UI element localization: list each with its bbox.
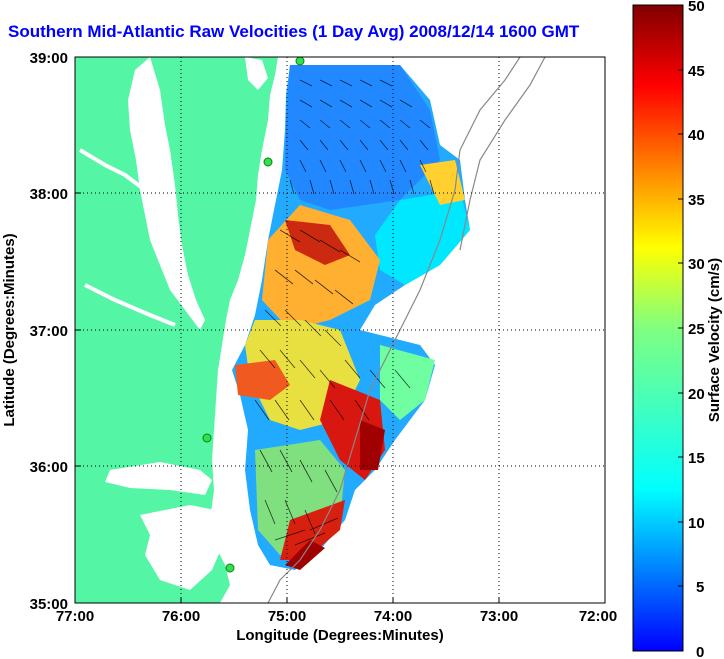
y-tick-label: 38:00 xyxy=(30,186,68,203)
albemarle-sound xyxy=(105,462,212,495)
x-tick-label: 76:00 xyxy=(162,608,200,625)
colorbar-tick-label: 30 xyxy=(688,256,705,273)
colorbar-label: Surface Velocity (cm/s) xyxy=(706,258,723,422)
colorbar-tick-label: 15 xyxy=(688,450,705,467)
chesapeake-bay xyxy=(128,57,205,330)
x-axis-label: Longitude (Degrees:Minutes) xyxy=(236,627,444,644)
delaware-bay xyxy=(245,57,268,90)
colorbar-ticks xyxy=(678,4,683,652)
y-tick-label: 37:00 xyxy=(30,323,68,340)
colorbar-tick-label: 25 xyxy=(688,321,705,338)
x-tick-label: 77:00 xyxy=(56,608,94,625)
colorbar-tick-label: 50 xyxy=(688,0,705,15)
potomac-river xyxy=(78,148,147,192)
colorbar-tick-label: 5 xyxy=(696,579,704,596)
x-tick-label: 72:00 xyxy=(579,608,617,625)
pamlico-sound xyxy=(140,505,225,590)
y-axis-label: Latitude (Degrees:Minutes) xyxy=(1,233,18,426)
colorbar-tick-label: 20 xyxy=(688,386,705,403)
y-tick-label: 39:00 xyxy=(30,50,68,67)
y-tick-label: 36:00 xyxy=(30,459,68,476)
x-tick-label: 75:00 xyxy=(268,608,306,625)
bathymetry-contour xyxy=(459,57,546,251)
colorbar-tick-label: 0 xyxy=(696,644,704,659)
map-title: Southern Mid-Atlantic Raw Velocities (1 … xyxy=(8,22,580,41)
colorbar-tick-label: 40 xyxy=(688,127,705,144)
x-tick-label: 73:00 xyxy=(480,608,518,625)
bathymetry-contour xyxy=(267,57,521,603)
james-river xyxy=(84,283,176,327)
colorbar xyxy=(632,4,684,652)
colorbar-tick-label: 45 xyxy=(688,63,705,80)
tick-marks xyxy=(74,56,606,604)
colorbar-tick-label: 35 xyxy=(688,192,705,209)
grid-lines xyxy=(75,57,605,603)
radar-sites xyxy=(202,57,305,573)
colorbar-tick-label: 10 xyxy=(688,515,705,532)
x-tick-label: 74:00 xyxy=(374,608,412,625)
velocity-vectors xyxy=(254,79,435,546)
y-tick-label: 35:00 xyxy=(30,596,68,613)
